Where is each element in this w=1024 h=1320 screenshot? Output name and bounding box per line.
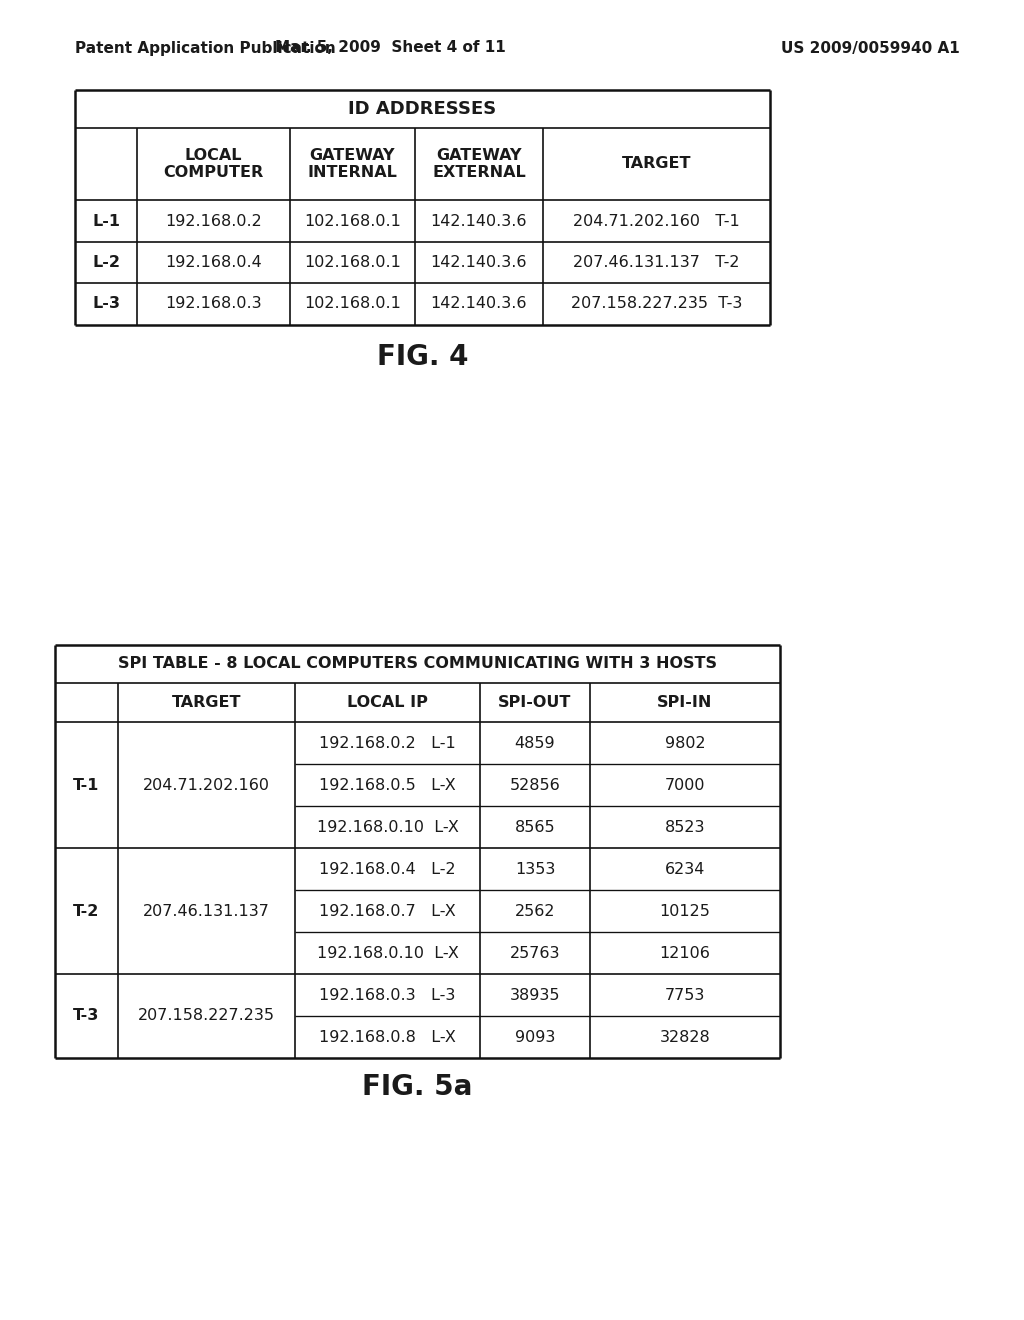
Text: 12106: 12106 xyxy=(659,945,711,961)
Text: 7753: 7753 xyxy=(665,987,706,1002)
Text: 4859: 4859 xyxy=(515,735,555,751)
Text: 52856: 52856 xyxy=(510,777,560,792)
Text: T-3: T-3 xyxy=(74,1008,99,1023)
Text: 204.71.202.160: 204.71.202.160 xyxy=(143,777,270,792)
Text: 25763: 25763 xyxy=(510,945,560,961)
Text: 204.71.202.160   T-1: 204.71.202.160 T-1 xyxy=(573,214,740,228)
Text: 142.140.3.6: 142.140.3.6 xyxy=(431,255,527,271)
Text: TARGET: TARGET xyxy=(172,696,242,710)
Text: 192.168.0.3: 192.168.0.3 xyxy=(165,297,262,312)
Text: LOCAL IP: LOCAL IP xyxy=(347,696,428,710)
Text: LOCAL
COMPUTER: LOCAL COMPUTER xyxy=(164,148,263,181)
Text: 192.168.0.4   L-2: 192.168.0.4 L-2 xyxy=(319,862,456,876)
Text: TARGET: TARGET xyxy=(622,157,691,172)
Text: 102.168.0.1: 102.168.0.1 xyxy=(304,214,401,228)
Text: Patent Application Publication: Patent Application Publication xyxy=(75,41,336,55)
Text: 192.168.0.7   L-X: 192.168.0.7 L-X xyxy=(319,903,456,919)
Text: 8523: 8523 xyxy=(665,820,706,834)
Text: SPI-OUT: SPI-OUT xyxy=(499,696,571,710)
Text: 6234: 6234 xyxy=(665,862,706,876)
Text: 9802: 9802 xyxy=(665,735,706,751)
Text: L-3: L-3 xyxy=(92,297,120,312)
Text: US 2009/0059940 A1: US 2009/0059940 A1 xyxy=(781,41,961,55)
Text: 10125: 10125 xyxy=(659,903,711,919)
Text: 192.168.0.10  L-X: 192.168.0.10 L-X xyxy=(316,945,459,961)
Text: 102.168.0.1: 102.168.0.1 xyxy=(304,255,401,271)
Text: 192.168.0.3   L-3: 192.168.0.3 L-3 xyxy=(319,987,456,1002)
Text: 1353: 1353 xyxy=(515,862,555,876)
Text: GATEWAY
INTERNAL: GATEWAY INTERNAL xyxy=(307,148,397,181)
Text: 207.158.227.235: 207.158.227.235 xyxy=(138,1008,275,1023)
Text: 102.168.0.1: 102.168.0.1 xyxy=(304,297,401,312)
Text: SPI-IN: SPI-IN xyxy=(657,696,713,710)
Text: 192.168.0.4: 192.168.0.4 xyxy=(165,255,262,271)
Text: 192.168.0.8   L-X: 192.168.0.8 L-X xyxy=(319,1030,456,1044)
Text: FIG. 5a: FIG. 5a xyxy=(362,1073,473,1101)
Text: 207.46.131.137: 207.46.131.137 xyxy=(143,903,270,919)
Text: 8565: 8565 xyxy=(515,820,555,834)
Text: L-1: L-1 xyxy=(92,214,120,228)
Text: GATEWAY
EXTERNAL: GATEWAY EXTERNAL xyxy=(432,148,526,181)
Text: 7000: 7000 xyxy=(665,777,706,792)
Text: 142.140.3.6: 142.140.3.6 xyxy=(431,297,527,312)
Text: 192.168.0.10  L-X: 192.168.0.10 L-X xyxy=(316,820,459,834)
Text: 2562: 2562 xyxy=(515,903,555,919)
Text: FIG. 4: FIG. 4 xyxy=(377,343,468,371)
Text: T-1: T-1 xyxy=(74,777,99,792)
Text: L-2: L-2 xyxy=(92,255,120,271)
Text: 32828: 32828 xyxy=(659,1030,711,1044)
Text: ID ADDRESSES: ID ADDRESSES xyxy=(348,100,497,117)
Text: 192.168.0.5   L-X: 192.168.0.5 L-X xyxy=(319,777,456,792)
Text: T-2: T-2 xyxy=(74,903,99,919)
Text: 192.168.0.2: 192.168.0.2 xyxy=(165,214,262,228)
Text: 207.158.227.235  T-3: 207.158.227.235 T-3 xyxy=(570,297,742,312)
Text: 9093: 9093 xyxy=(515,1030,555,1044)
Text: 142.140.3.6: 142.140.3.6 xyxy=(431,214,527,228)
Text: 192.168.0.2   L-1: 192.168.0.2 L-1 xyxy=(319,735,456,751)
Text: 38935: 38935 xyxy=(510,987,560,1002)
Text: 207.46.131.137   T-2: 207.46.131.137 T-2 xyxy=(573,255,739,271)
Text: Mar. 5, 2009  Sheet 4 of 11: Mar. 5, 2009 Sheet 4 of 11 xyxy=(274,41,506,55)
Text: SPI TABLE - 8 LOCAL COMPUTERS COMMUNICATING WITH 3 HOSTS: SPI TABLE - 8 LOCAL COMPUTERS COMMUNICAT… xyxy=(118,656,717,672)
